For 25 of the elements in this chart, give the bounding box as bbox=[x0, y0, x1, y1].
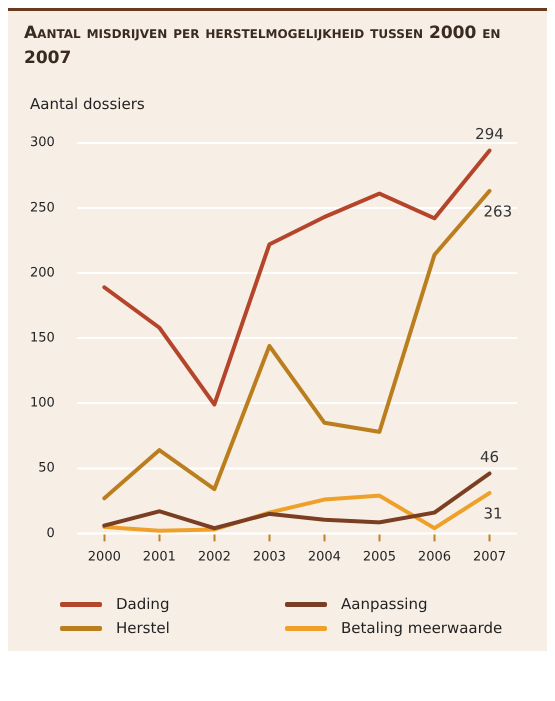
data-label: 294 bbox=[475, 125, 504, 144]
y-axis-title: Aantal dossiers bbox=[29, 94, 146, 113]
y-tick-label: 0 bbox=[46, 526, 55, 541]
data-label: 31 bbox=[483, 504, 503, 522]
x-tick-label: 2000 bbox=[88, 550, 121, 565]
legend-label: Herstel bbox=[116, 619, 170, 637]
legend-label: Aanpassing bbox=[341, 595, 428, 613]
data-label: 263 bbox=[483, 202, 512, 220]
y-tick-label: 50 bbox=[38, 460, 55, 476]
y-tick-label: 250 bbox=[30, 200, 55, 216]
x-tick-label: 2001 bbox=[142, 550, 176, 565]
y-tick-label: 200 bbox=[30, 265, 55, 280]
y-tick-label: 100 bbox=[30, 396, 55, 411]
chart-title: Aantal misdrijven per herstelmogelijkheid tussen 2000 en 2007 bbox=[23, 22, 502, 70]
x-tick-label: 2005 bbox=[362, 550, 396, 565]
x-tick-label: 2006 bbox=[418, 550, 452, 565]
x-tick-label: 2002 bbox=[198, 550, 231, 565]
x-tick-label: 2004 bbox=[308, 550, 341, 565]
data-label: 46 bbox=[480, 448, 500, 466]
legend-label: Betaling meerwaarde bbox=[341, 619, 502, 637]
x-tick-label: 2007 bbox=[472, 550, 506, 565]
legend-label: Dading bbox=[116, 595, 170, 613]
y-tick-label: 300 bbox=[30, 135, 55, 150]
x-tick-label: 2003 bbox=[252, 550, 286, 565]
y-tick-label: 150 bbox=[30, 330, 55, 346]
